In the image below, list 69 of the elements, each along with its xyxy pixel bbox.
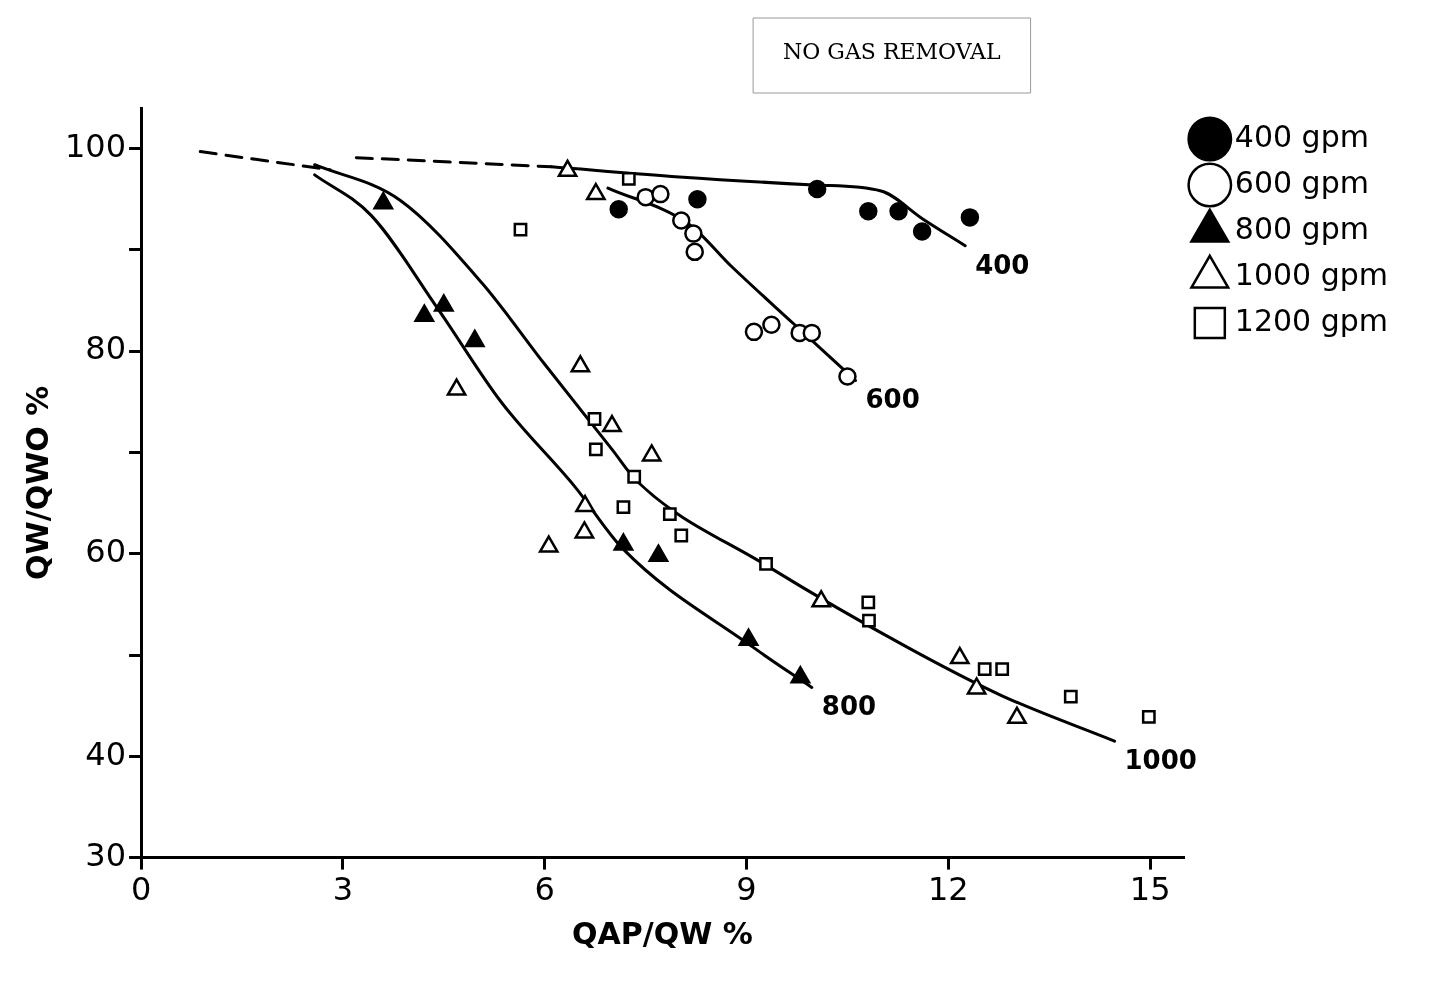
point (762, 315, 781, 335)
x-tick-label: 6 (534, 870, 555, 909)
point (859, 202, 878, 221)
y-tick-label: 60 (85, 532, 127, 571)
series-label: 1000 (1124, 744, 1197, 775)
x-tick-label: 15 (1129, 870, 1171, 909)
point (636, 187, 655, 207)
x-tick-label: 0 (130, 870, 152, 909)
point (685, 242, 704, 262)
y-tick-label: 100 (65, 126, 127, 165)
point (587, 412, 602, 426)
series-label: 600 (865, 384, 920, 415)
point (648, 544, 669, 562)
y-tick-label: 80 (85, 329, 127, 368)
point (651, 184, 670, 204)
point (662, 507, 677, 522)
x-tick-label: 9 (736, 870, 757, 909)
point (684, 224, 703, 243)
x-tick-label: 3 (332, 870, 354, 909)
point (602, 414, 622, 433)
point (613, 533, 634, 551)
point (759, 556, 773, 571)
point (838, 367, 857, 386)
legend-label: 800 gpm (1234, 210, 1369, 246)
point (807, 179, 827, 199)
point (513, 222, 528, 237)
point (790, 666, 811, 684)
legend-label: 600 gpm (1234, 164, 1369, 200)
point (621, 172, 636, 186)
point (1007, 706, 1027, 725)
legend-label: 400 gpm (1234, 118, 1369, 154)
x-axis-title: QAP/QW % (572, 915, 753, 951)
point (1141, 709, 1156, 724)
point (802, 323, 822, 343)
point (744, 322, 764, 342)
point (609, 200, 628, 219)
legend-label: 1200 gpm (1234, 302, 1389, 338)
point (738, 628, 759, 647)
series-label: 400 (975, 249, 1030, 280)
point (538, 535, 559, 553)
point (811, 590, 832, 608)
point (912, 222, 932, 241)
point (995, 662, 1010, 677)
y-tick-label: 40 (85, 734, 127, 773)
point (641, 444, 662, 462)
point (627, 469, 642, 484)
series-label: 800 (821, 691, 877, 722)
point (575, 494, 595, 513)
y-tick-label: 30 (85, 835, 127, 874)
point (570, 355, 591, 373)
point (1063, 689, 1078, 704)
point (588, 442, 603, 457)
point (674, 528, 689, 543)
point (966, 677, 987, 695)
point (616, 500, 631, 515)
point (862, 613, 876, 628)
y-axis-title: QW/QWO % (19, 385, 55, 580)
text: NO GAS REMOVAL (783, 38, 1001, 64)
point (977, 662, 992, 677)
point (861, 595, 876, 610)
point (960, 208, 980, 227)
point (949, 646, 970, 665)
x-tick-label: 12 (927, 870, 969, 909)
point (889, 202, 908, 221)
point (672, 211, 691, 230)
line-series (313, 173, 814, 689)
point (688, 189, 707, 209)
legend-label: 1000 gpm (1234, 256, 1389, 292)
point (574, 521, 595, 539)
